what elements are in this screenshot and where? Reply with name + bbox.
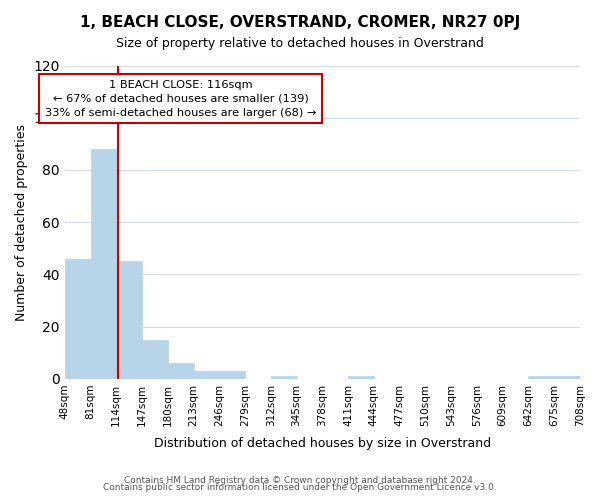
Bar: [271, 376, 296, 379]
Bar: [348, 376, 374, 379]
Text: Contains HM Land Registry data © Crown copyright and database right 2024.: Contains HM Land Registry data © Crown c…: [124, 476, 476, 485]
Text: 1 BEACH CLOSE: 116sqm
← 67% of detached houses are smaller (139)
33% of semi-det: 1 BEACH CLOSE: 116sqm ← 67% of detached …: [45, 80, 316, 118]
Bar: [142, 340, 168, 379]
Text: 1, BEACH CLOSE, OVERSTRAND, CROMER, NR27 0PJ: 1, BEACH CLOSE, OVERSTRAND, CROMER, NR27…: [80, 15, 520, 30]
Y-axis label: Number of detached properties: Number of detached properties: [15, 124, 28, 320]
X-axis label: Distribution of detached houses by size in Overstrand: Distribution of detached houses by size …: [154, 437, 491, 450]
Bar: [91, 149, 116, 379]
Bar: [554, 376, 580, 379]
Bar: [65, 259, 91, 379]
Text: Size of property relative to detached houses in Overstrand: Size of property relative to detached ho…: [116, 38, 484, 51]
Bar: [529, 376, 554, 379]
Bar: [220, 371, 245, 379]
Text: Contains public sector information licensed under the Open Government Licence v3: Contains public sector information licen…: [103, 484, 497, 492]
Bar: [168, 363, 194, 379]
Bar: [116, 262, 142, 379]
Bar: [194, 371, 220, 379]
